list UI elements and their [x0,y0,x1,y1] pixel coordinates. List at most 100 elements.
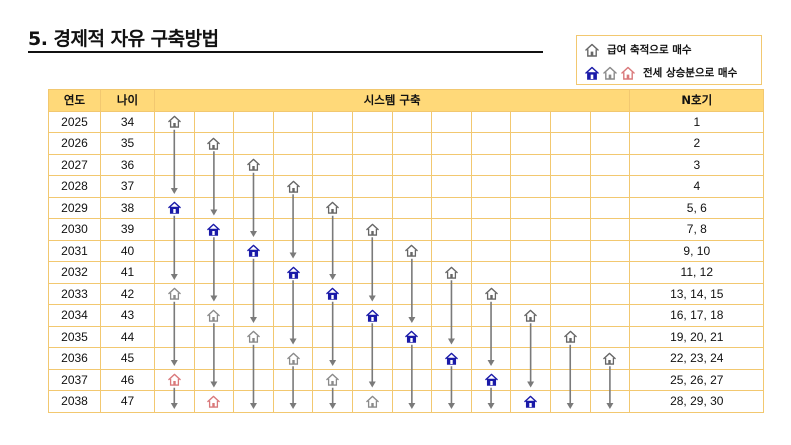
system-cell [154,110,195,133]
n-cell: 9, 10 [629,239,765,262]
year-cell: 2025 [48,110,101,133]
age-cell: 39 [100,218,155,241]
system-cell [549,347,591,370]
system-cell [312,132,353,155]
legend-label-jeonse: 전세 상승분으로 매수 [643,67,738,79]
system-cell [391,196,433,219]
system-cell [233,218,274,241]
system-cell [154,132,195,155]
system-cell [233,261,274,284]
system-cell [193,132,235,155]
n-cell: 13, 14, 15 [629,282,765,305]
system-cell [510,153,551,176]
system-cell [391,239,433,262]
system-cell [510,132,551,155]
system-cell [154,175,195,198]
system-cell [391,132,433,155]
system-cell [351,110,393,133]
system-cell [510,196,551,219]
system-cell [589,239,631,262]
system-cell [549,390,591,413]
system-cell [431,153,472,176]
system-cell [193,347,235,370]
year-cell: 2037 [48,368,101,391]
system-cell [431,196,472,219]
system-cell [154,218,195,241]
age-cell: 40 [100,239,155,262]
age-cell: 46 [100,368,155,391]
system-cell [272,390,314,413]
system-cell [391,218,433,241]
system-cell [470,239,512,262]
system-cell [193,175,235,198]
system-cell [193,261,235,284]
system-cell [549,153,591,176]
system-cell [431,110,472,133]
outline-house-icon [511,309,550,322]
system-cell [154,304,195,327]
blue-house-icon [585,66,599,80]
year-cell: 2038 [48,390,101,413]
system-cell [233,304,274,327]
system-cell [470,390,512,413]
system-cell [154,325,195,348]
system-cell [391,110,433,133]
system-cell [549,196,591,219]
system-cell [312,110,353,133]
table-row: 2036 45 22, 23, 24 [48,347,765,370]
system-cell [549,132,591,155]
n-cell: 25, 26, 27 [629,368,765,391]
system-cell [589,325,631,348]
header-age: 나이 [100,89,155,112]
system-cell [589,218,631,241]
gray-house-icon [155,287,194,300]
age-cell: 44 [100,325,155,348]
system-cell [312,218,353,241]
system-cell [431,304,472,327]
year-cell: 2032 [48,261,101,284]
blue-house-icon [274,266,313,279]
system-cell [351,390,393,413]
year-cell: 2026 [48,132,101,155]
system-cell [510,347,551,370]
system-table: 연도 나이 시스템 구축 N호기 2025 34 1 2026 35 2 2027 36 3 20… [48,89,765,413]
system-cell [154,196,195,219]
system-cell [431,325,472,348]
system-cell [351,347,393,370]
outline-house-icon [155,115,194,128]
table-row: 2029 38 5, 6 [48,196,765,219]
system-cell [470,325,512,348]
system-cell [193,196,235,219]
table-row: 2028 37 4 [48,175,765,198]
system-cell [272,175,314,198]
system-cell [589,390,631,413]
header-n: N호기 [629,89,765,112]
table-row: 2033 42 13, 14, 15 [48,282,765,305]
system-cell [431,347,472,370]
system-cell [589,347,631,370]
system-cell [470,196,512,219]
n-cell: 11, 12 [629,261,765,284]
table-header-row: 연도 나이 시스템 구축 N호기 [48,89,765,112]
system-cell [312,325,353,348]
outline-house-icon [472,287,511,300]
red-house-icon [195,395,234,408]
system-cell [193,390,235,413]
system-cell [431,132,472,155]
system-cell [233,132,274,155]
n-cell: 2 [629,132,765,155]
system-cell [193,218,235,241]
system-cell [431,239,472,262]
outline-house-icon [313,201,352,214]
system-cell [351,239,393,262]
system-cell [193,282,235,305]
blue-house-icon [155,201,194,214]
table-row: 2027 36 3 [48,153,765,176]
year-cell: 2030 [48,218,101,241]
age-cell: 45 [100,347,155,370]
system-cell [549,368,591,391]
system-cell [470,110,512,133]
system-cell [549,110,591,133]
system-cell [272,282,314,305]
system-cell [510,282,551,305]
